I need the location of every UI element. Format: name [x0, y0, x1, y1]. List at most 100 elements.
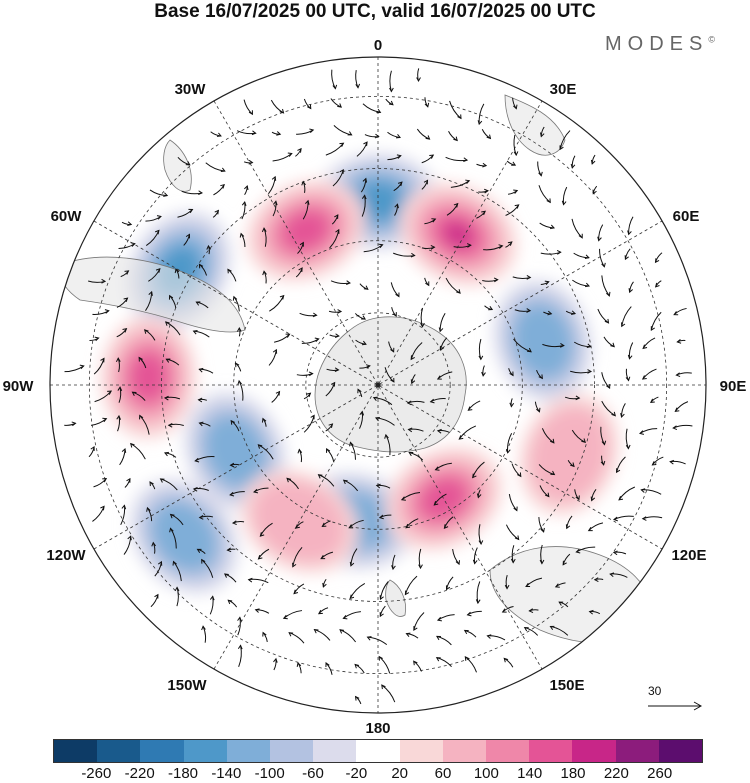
wind-arrow: [391, 554, 396, 571]
lon-label-120e: 120E: [671, 547, 706, 564]
wind-arrow: [534, 401, 541, 413]
wind-arrow: [616, 456, 626, 474]
wind-arrow: [503, 657, 514, 668]
wind-arrow: [418, 548, 423, 570]
wind-arrow: [539, 485, 550, 498]
wind-arrow: [539, 126, 545, 138]
wind-arrow: [229, 491, 245, 497]
wind-arrow: [654, 252, 663, 264]
antarctica-landmass: [314, 316, 467, 453]
wind-arrow: [434, 462, 452, 471]
wind-arrow: [625, 368, 631, 382]
wind-arrow: [237, 379, 244, 401]
graticule: [50, 57, 706, 713]
wind-arrow: [486, 634, 506, 641]
wind-arrow: [424, 277, 430, 287]
wind-arrow: [363, 243, 384, 253]
wind-arrow: [116, 328, 128, 338]
wind-arrow: [477, 103, 485, 126]
wind-arrow: [116, 414, 122, 432]
wind-arrow: [366, 636, 388, 646]
wind-arrow: [348, 519, 364, 529]
wind-arrow: [119, 447, 127, 466]
wind-arrow: [198, 421, 211, 427]
wind-arrow: [88, 445, 95, 458]
wind-arrow: [296, 371, 314, 377]
wind-arrow: [559, 130, 571, 151]
wind-arrow: [476, 489, 482, 499]
map-disc: [50, 57, 706, 713]
wind-arrow: [325, 381, 336, 397]
wind-arrow: [342, 611, 361, 620]
wind-arrow: [90, 417, 108, 426]
colorbar-tick-label: 260: [647, 765, 673, 782]
wind-arrow: [359, 283, 369, 290]
wind-arrow: [438, 312, 446, 333]
wind-arrow: [590, 489, 597, 502]
wind-arrow: [163, 451, 177, 458]
wind-arrow: [120, 270, 130, 278]
anomaly-pos-contour: [282, 210, 330, 251]
wind-arrow: [379, 581, 389, 601]
latitude-circle-2: [161, 168, 595, 602]
wind-arrow: [587, 522, 604, 532]
wind-arrow: [570, 369, 593, 374]
wind-arrow: [390, 282, 400, 298]
wind-arrow: [506, 160, 517, 166]
colorbar-swatch-14: [658, 740, 703, 762]
wind-arrow: [628, 281, 634, 294]
wind-arrow: [295, 267, 303, 278]
wind-arrow: [621, 306, 632, 328]
wind-arrow: [387, 154, 402, 161]
wind-arrow: [570, 155, 576, 169]
wind-arrow: [404, 575, 418, 596]
colorbar-tick-label: 180: [560, 765, 586, 782]
wind-arrow: [387, 131, 402, 139]
wind-arrow: [654, 280, 662, 288]
wind-arrow: [536, 369, 543, 380]
wind-arrow: [268, 175, 277, 195]
anomaly-pos-contour: [529, 406, 609, 503]
wind-arrow: [391, 307, 397, 318]
wind-arrow: [445, 576, 454, 591]
anomaly-pos-contour: [446, 224, 470, 245]
colorbar-ticks: -260 -220 -180 -140 -100 -60 -20 20 60 100 140 180 2…: [0, 765, 750, 783]
wind-arrow: [231, 520, 245, 526]
wind-arrow: [253, 487, 269, 494]
wind-arrow: [177, 208, 194, 218]
anomaly-pos-contour: [420, 477, 468, 520]
wind-arrow: [325, 662, 333, 675]
wind-arrow: [330, 98, 343, 108]
wind-arrow: [565, 310, 577, 316]
wind-arrow: [93, 478, 108, 488]
wind-arrow: [405, 518, 419, 529]
wind-arrow: [259, 522, 273, 537]
wind-vectors: [64, 68, 693, 705]
brand-mark: ©: [708, 34, 715, 45]
wind-arrow: [271, 131, 282, 136]
lon-label-30w: 30W: [175, 81, 207, 98]
wind-arrow: [523, 627, 539, 636]
wind-arrow: [466, 610, 482, 617]
wind-arrow: [303, 414, 315, 433]
latitude-circle-1: [233, 240, 523, 530]
wind-arrow: [540, 280, 550, 286]
wind-arrow: [571, 429, 587, 444]
wind-arrow: [511, 463, 522, 478]
anomaly-neg-contour: [513, 304, 573, 378]
meridian-line-30: [213, 100, 543, 670]
wind-arrow: [229, 462, 240, 468]
wind-arrow: [118, 242, 136, 249]
wind-arrow: [64, 421, 77, 427]
wind-arrow: [651, 456, 664, 466]
wind-arrow: [539, 222, 556, 230]
wind-arrow: [145, 215, 162, 222]
wind-arrow: [301, 180, 306, 193]
wind-arrow: [599, 248, 606, 268]
meridian-line-120: [93, 220, 663, 550]
colorbar-tick-label: -100: [254, 765, 285, 782]
wind-arrow: [124, 477, 131, 488]
wind-arrow: [443, 516, 454, 530]
wind-arrow: [561, 186, 568, 206]
